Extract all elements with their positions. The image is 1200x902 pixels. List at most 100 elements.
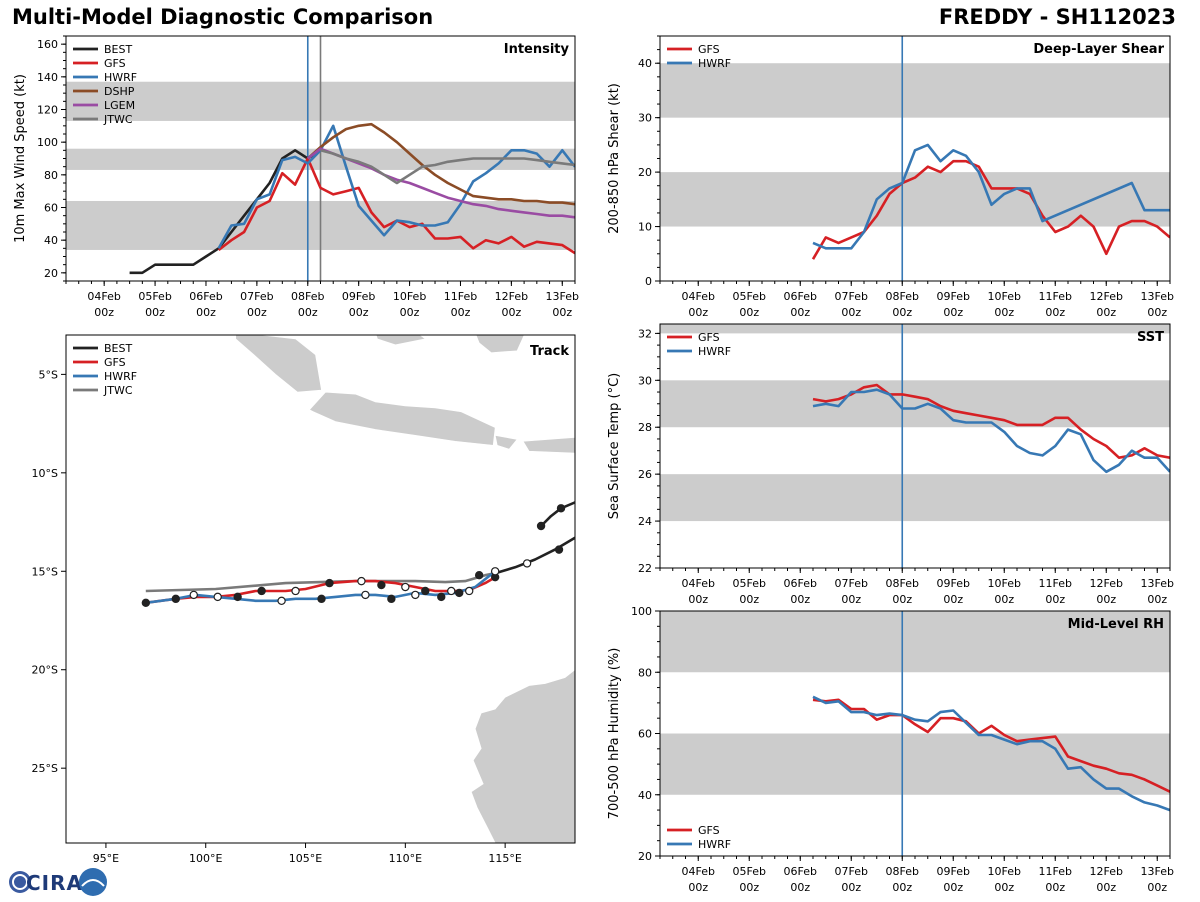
borneo-east-landmass — [475, 335, 525, 354]
sst-ytick-label: 22 — [638, 562, 652, 575]
intensity-series-hwrf — [217, 124, 575, 249]
sst-xtick-sublabel: 00z — [1147, 593, 1167, 606]
intensity-legend-label-lgem: LGEM — [104, 99, 135, 112]
rh-xtick-sublabel: 00z — [892, 881, 912, 894]
track-position-marker — [455, 588, 464, 598]
intensity-ytick-label: 140 — [37, 71, 58, 84]
intensity-series-jtwc — [320, 149, 575, 185]
rh-xtick-sublabel: 00z — [790, 881, 810, 894]
intensity-xtick-sublabel: 00z — [400, 306, 420, 319]
intensity-ytick-label: 100 — [37, 136, 58, 149]
shear-xtick-label: 10Feb — [988, 290, 1021, 303]
shear-title: Deep-Layer Shear — [1033, 42, 1164, 57]
java-landmass — [308, 391, 496, 446]
rh-xtick-label: 13Feb — [1141, 865, 1174, 878]
rh-xtick-label: 12Feb — [1090, 865, 1123, 878]
track-legend-label-best: BEST — [104, 342, 132, 355]
rh-xtick-label: 08Feb — [886, 865, 919, 878]
sst-xtick-sublabel: 00z — [739, 593, 759, 606]
track-position-marker — [401, 582, 410, 592]
borneo-landmass — [375, 335, 427, 346]
sst-xtick-label: 09Feb — [937, 577, 970, 590]
track-xtick-label: 100°E — [189, 852, 222, 865]
sst-xtick-label: 10Feb — [988, 577, 1021, 590]
sst-ytick-label: 26 — [638, 468, 652, 481]
rh-xtick-label: 07Feb — [835, 865, 868, 878]
sst-xtick-sublabel: 00z — [1045, 593, 1065, 606]
rh-band-0 — [660, 733, 1170, 795]
intensity-ylabel: 10m Max Wind Speed (kt) — [13, 74, 28, 243]
shear-legend-label-hwrf: HWRF — [698, 57, 731, 70]
track-position-marker — [291, 586, 300, 596]
intensity-xtick-label: 13Feb — [546, 290, 579, 303]
intensity-xtick-label: 05Feb — [138, 290, 171, 303]
shear-series-gfs — [811, 159, 1170, 260]
storm-id-title: FREDDY - SH112023 — [938, 5, 1176, 29]
track-legend-label-jtwc: JTWC — [103, 384, 133, 397]
rh-band-1 — [660, 611, 1170, 673]
track-legend-label-gfs: GFS — [104, 356, 126, 369]
intensity-xtick-sublabel: 00z — [247, 306, 267, 319]
intensity-ytick-label: 20 — [44, 267, 58, 280]
track-land — [235, 335, 575, 843]
shear-xtick-sublabel: 00z — [1096, 306, 1116, 319]
sst-xtick-label: 04Feb — [682, 577, 715, 590]
intensity-xtick-sublabel: 00z — [349, 306, 369, 319]
sst-xtick-sublabel: 00z — [1096, 593, 1116, 606]
track-xtick-label: 105°E — [289, 852, 322, 865]
rh-xtick-sublabel: 00z — [688, 881, 708, 894]
bali-landmass — [494, 434, 518, 450]
intensity-ytick-label: 80 — [44, 169, 58, 182]
track-position-marker — [189, 590, 198, 600]
track-position-marker — [257, 586, 266, 596]
intensity-legend-label-best: BEST — [104, 43, 132, 56]
sumatra-landmass — [235, 335, 322, 393]
track-position-marker — [465, 586, 474, 596]
sst-xtick-label: 05Feb — [733, 577, 766, 590]
track-position-marker — [554, 545, 564, 554]
shear-xtick-sublabel: 00z — [892, 306, 912, 319]
rh-xtick-sublabel: 00z — [1045, 881, 1065, 894]
sst-xtick-sublabel: 00z — [688, 593, 708, 606]
track-lines — [141, 501, 575, 607]
rh-ytick-label: 60 — [638, 728, 652, 741]
track-position-marker — [377, 580, 386, 590]
shear-xtick-label: 12Feb — [1090, 290, 1123, 303]
shear-ytick-label: 40 — [638, 57, 652, 70]
sst-title: SST — [1137, 330, 1164, 345]
intensity-xtick-sublabel: 00z — [501, 306, 521, 319]
cira-logo: CIRA — [4, 866, 108, 902]
intensity-xtick-label: 04Feb — [87, 290, 120, 303]
logo-text: CIRA — [26, 871, 83, 895]
sst-legend-label-hwrf: HWRF — [698, 345, 731, 358]
shear-band-0 — [660, 172, 1170, 227]
rh-xtick-sublabel: 00z — [1147, 881, 1167, 894]
shear-xtick-sublabel: 00z — [790, 306, 810, 319]
intensity-legend-label-dshp: DSHP — [104, 85, 135, 98]
track-ytick-label: 5°S — [39, 368, 58, 381]
rh-xtick-sublabel: 00z — [943, 881, 963, 894]
shear-xtick-label: 11Feb — [1039, 290, 1072, 303]
track-position-marker — [213, 592, 222, 602]
lombok-sumbawa-landmass — [522, 437, 575, 454]
sst-xtick-sublabel: 00z — [943, 593, 963, 606]
track-position-marker — [141, 598, 151, 607]
intensity-ytick-label: 160 — [37, 38, 58, 51]
track-xtick-label: 110°E — [389, 852, 422, 865]
track-position-marker — [536, 521, 546, 531]
australia-landmass — [470, 669, 575, 843]
intensity-xtick-sublabel: 00z — [451, 306, 471, 319]
track-position-marker — [474, 571, 484, 580]
figure-title: Multi-Model Diagnostic Comparison — [12, 5, 434, 29]
sst-xtick-sublabel: 00z — [994, 593, 1014, 606]
sst-ytick-label: 28 — [638, 421, 652, 434]
shear-xtick-label: 09Feb — [937, 290, 970, 303]
sst-frame — [659, 323, 1171, 569]
sst-band-0 — [660, 474, 1170, 522]
rh-xtick-label: 09Feb — [937, 865, 970, 878]
track-position-marker — [411, 590, 420, 600]
sst-band-1 — [660, 380, 1170, 428]
rh-panel: 20 40 60 80 100 04Feb 00z 05Feb 00z 06Feb 00z 07Feb… — [607, 605, 1174, 894]
track-position-marker — [361, 590, 370, 600]
